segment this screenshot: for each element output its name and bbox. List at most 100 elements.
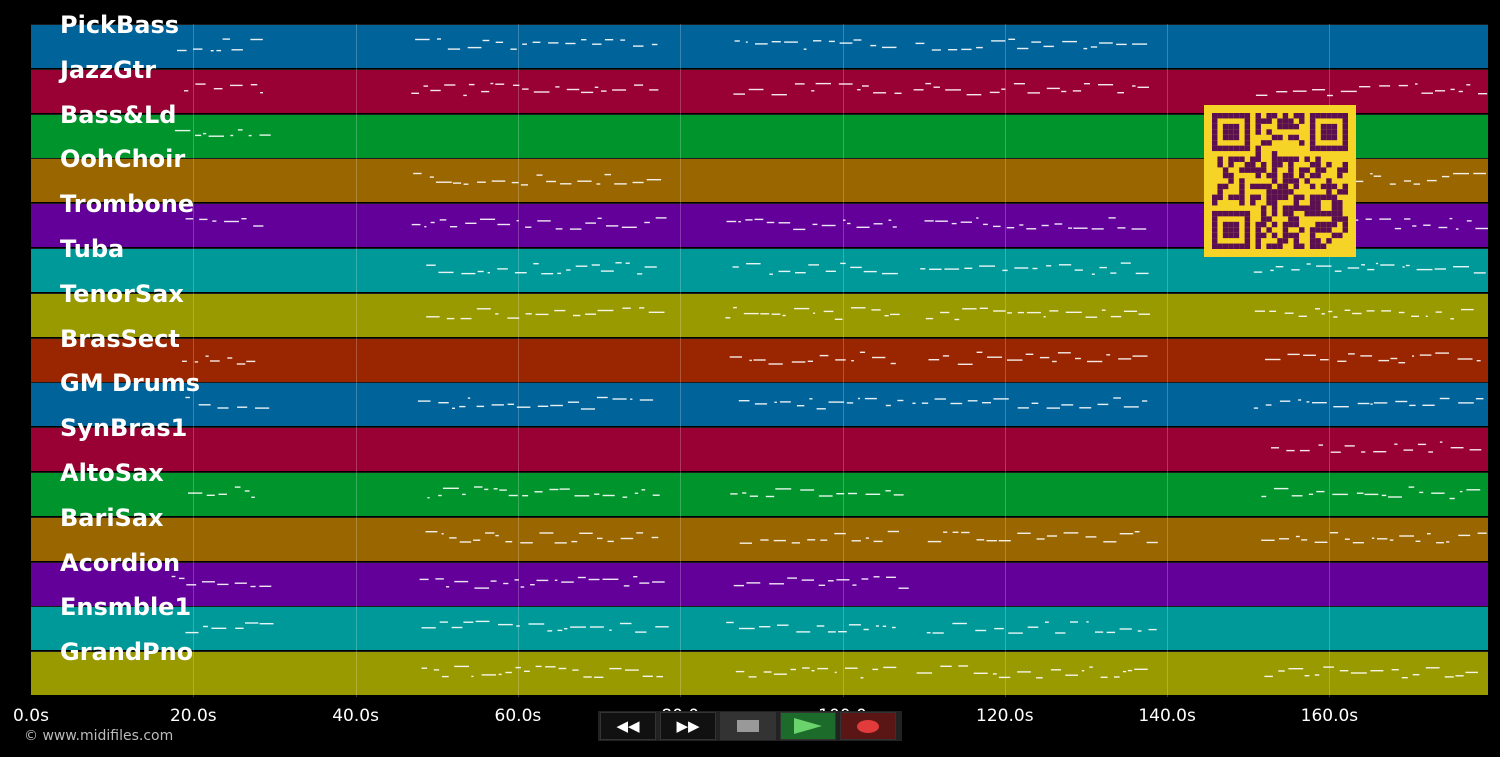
note-mark xyxy=(882,272,898,275)
stop-icon xyxy=(737,720,759,732)
note-mark xyxy=(862,85,869,87)
note-mark xyxy=(765,495,775,498)
note-mark xyxy=(807,360,813,362)
note-mark xyxy=(1339,670,1349,672)
note-mark xyxy=(1457,358,1473,360)
track-lane: Acordion xyxy=(31,549,1488,606)
note-mark xyxy=(652,494,660,496)
note-mark xyxy=(825,270,836,272)
note-mark xyxy=(926,632,931,634)
note-mark xyxy=(475,620,490,623)
rewind-button[interactable]: ◀◀ xyxy=(600,712,656,740)
note-mark xyxy=(1330,451,1341,453)
note-mark xyxy=(1086,621,1089,623)
note-mark xyxy=(801,579,814,581)
note-mark xyxy=(1008,632,1023,634)
note-mark xyxy=(1261,539,1275,541)
note-mark xyxy=(771,41,781,43)
note-mark xyxy=(827,580,834,582)
play-button[interactable] xyxy=(780,712,836,740)
note-mark xyxy=(1061,90,1067,93)
note-mark xyxy=(729,356,742,358)
note-mark xyxy=(594,86,599,88)
note-mark xyxy=(863,270,877,273)
note-mark xyxy=(839,42,853,44)
note-mark xyxy=(487,272,490,274)
track-label: SynBras1 xyxy=(60,414,188,443)
note-mark xyxy=(463,94,467,97)
track-label: TenorSax xyxy=(60,279,184,308)
note-mark xyxy=(541,273,554,275)
note-mark xyxy=(1026,228,1037,230)
note-mark xyxy=(888,219,892,221)
note-mark xyxy=(1329,532,1339,534)
stop-button[interactable] xyxy=(720,712,776,740)
note-mark xyxy=(211,627,227,629)
note-mark xyxy=(1473,172,1486,175)
note-mark xyxy=(818,495,833,497)
note-mark xyxy=(1073,227,1088,229)
note-mark xyxy=(851,360,854,362)
note-mark xyxy=(1031,41,1041,43)
note-mark xyxy=(255,407,270,409)
note-mark xyxy=(525,226,532,228)
note-mark xyxy=(811,670,815,672)
note-mark xyxy=(236,363,246,365)
note-mark xyxy=(206,494,215,496)
note-mark xyxy=(634,492,639,494)
note-mark xyxy=(1356,492,1364,494)
note-mark xyxy=(426,264,436,266)
note-mark xyxy=(811,90,815,92)
note-mark xyxy=(234,582,247,584)
note-mark xyxy=(648,311,665,313)
note-mark xyxy=(745,219,753,221)
note-mark xyxy=(651,43,658,46)
note-mark xyxy=(886,576,896,578)
note-mark xyxy=(495,83,505,85)
note-mark xyxy=(847,222,851,225)
note-mark xyxy=(567,401,580,403)
note-mark xyxy=(920,268,926,270)
note-mark xyxy=(857,397,860,400)
note-mark xyxy=(589,626,604,628)
note-mark xyxy=(979,307,988,309)
record-button[interactable] xyxy=(840,712,896,740)
note-mark xyxy=(550,404,563,407)
note-mark xyxy=(1265,358,1281,361)
note-mark xyxy=(952,622,967,625)
note-mark xyxy=(778,222,791,224)
time-gridline xyxy=(355,24,357,697)
note-mark xyxy=(581,91,594,94)
note-mark xyxy=(1041,224,1049,227)
note-mark xyxy=(881,46,897,49)
note-mark xyxy=(208,135,224,137)
note-mark xyxy=(1025,353,1034,355)
note-mark xyxy=(872,668,879,671)
note-mark xyxy=(1314,674,1320,676)
note-mark xyxy=(809,398,813,400)
note-mark xyxy=(622,307,631,309)
note-mark xyxy=(1085,316,1098,318)
note-mark xyxy=(821,224,836,227)
note-mark xyxy=(495,313,499,315)
note-mark xyxy=(467,46,482,49)
note-mark xyxy=(462,493,466,496)
note-mark xyxy=(1425,667,1440,669)
track-label: PickBass xyxy=(60,11,180,39)
note-mark xyxy=(511,181,519,184)
note-mark xyxy=(1123,310,1138,312)
note-mark xyxy=(793,228,806,231)
note-mark xyxy=(533,91,550,93)
fast-forward-button[interactable]: ▶▶ xyxy=(660,712,716,740)
note-mark xyxy=(768,363,783,365)
note-mark xyxy=(774,401,777,403)
note-mark xyxy=(1320,359,1329,361)
note-mark xyxy=(1114,676,1120,678)
note-mark xyxy=(1306,401,1310,403)
time-gridline xyxy=(1329,24,1331,697)
note-mark xyxy=(231,49,243,51)
note-mark xyxy=(775,488,792,490)
note-mark xyxy=(725,317,731,319)
note-mark xyxy=(185,396,190,399)
note-mark xyxy=(182,360,187,362)
